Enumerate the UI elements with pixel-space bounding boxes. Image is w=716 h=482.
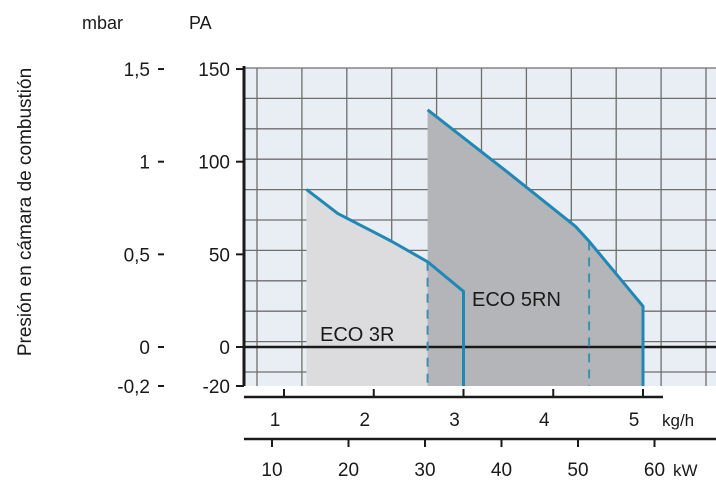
- tick-label-kw: 40: [491, 460, 512, 481]
- tick-label-kgh: 2: [359, 410, 370, 431]
- y-unit-mbar-label: mbar: [82, 13, 123, 33]
- tick-label-kw: 10: [261, 460, 282, 481]
- tick-label-pa: 0: [219, 338, 230, 359]
- x-unit-kgh-label: kg/h: [662, 411, 694, 430]
- tick-label-mbar: 1,5: [124, 60, 150, 81]
- tick-labels: 1,5 150 1 100 0,5 50 0 0 -0,2 -20 1 2 3 4 5 kg/h 10 20 30 4…: [117, 60, 716, 481]
- tick-label-kw: 30: [414, 460, 435, 481]
- y-axis-label: Presión en cámara de combustión: [15, 68, 36, 356]
- tick-label-mbar: 1: [139, 153, 150, 174]
- tick-label-pa: 100: [198, 153, 230, 174]
- tick-label-kw: 60: [644, 460, 665, 481]
- label-eco-3r: ECO 3R: [320, 324, 394, 346]
- area-eco-5rn: [427, 109, 643, 386]
- plot-area: ECO 3R ECO 5RN: [242, 66, 716, 386]
- tick-label-kgh: 1: [270, 410, 281, 431]
- tick-label-kw: 50: [567, 460, 588, 481]
- tick-label-pa: 50: [209, 245, 230, 266]
- tick-label-mbar: 0,5: [124, 245, 150, 266]
- label-eco-5rn: ECO 5RN: [472, 289, 561, 311]
- area-eco-3r: [306, 189, 464, 386]
- curve-eco-5rn: [426, 108, 645, 386]
- tick-label-mbar: 0: [139, 338, 150, 359]
- tick-label-kw: 20: [338, 460, 359, 481]
- curve-eco-3r: [305, 188, 465, 386]
- y-unit-pa-label: PA: [189, 13, 212, 33]
- x-unit-kw-label: kW: [673, 461, 698, 480]
- tick-label-pa: 150: [198, 60, 230, 81]
- tick-label-pa: -20: [203, 377, 230, 398]
- tick-label-kgh: 4: [539, 410, 550, 431]
- tick-label-kgh: 3: [449, 410, 460, 431]
- tick-label-mbar: -0,2: [117, 377, 150, 398]
- tick-label-kgh: 5: [629, 410, 640, 431]
